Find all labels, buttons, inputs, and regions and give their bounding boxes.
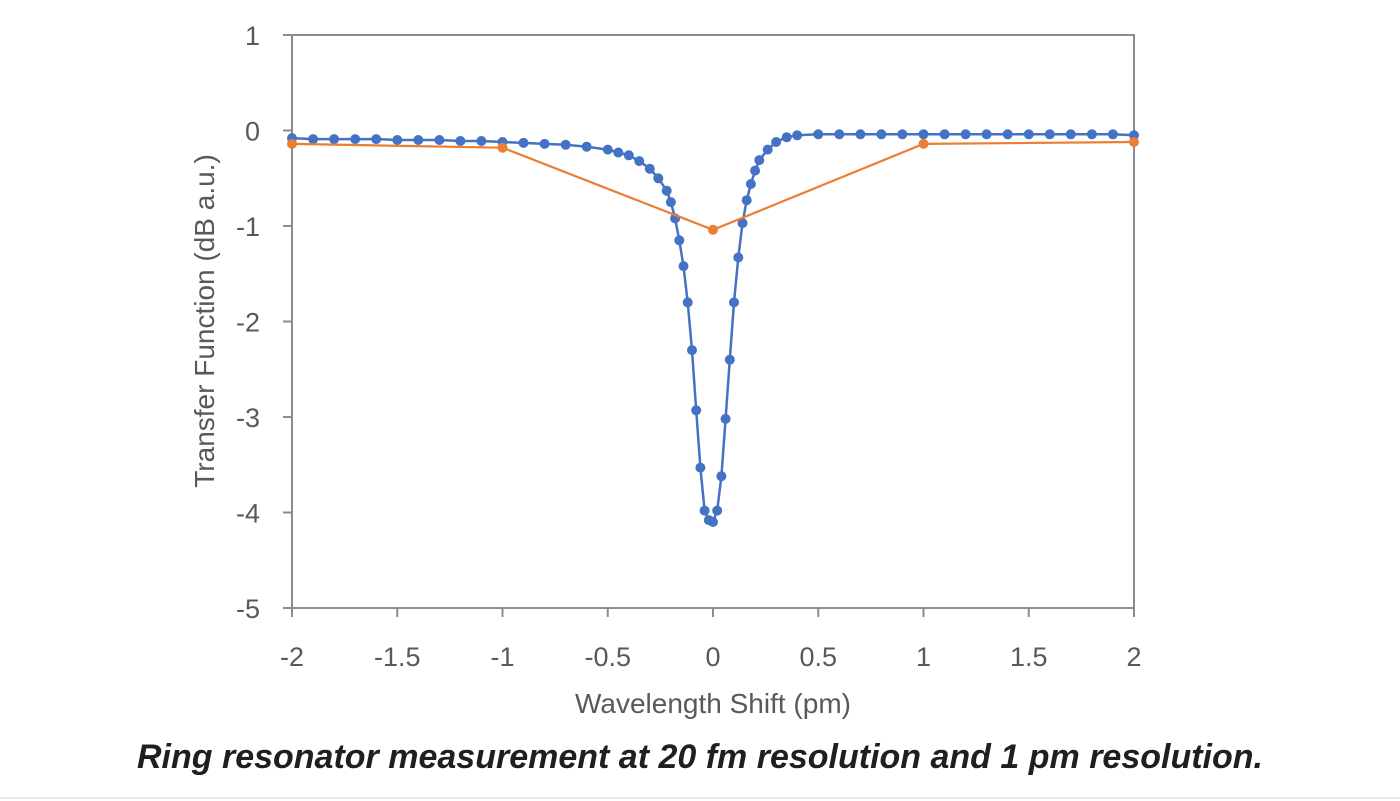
series-20fm-point xyxy=(623,150,634,161)
series-20fm-point xyxy=(350,134,361,145)
series-20fm-point xyxy=(1044,129,1055,140)
series-20fm-point xyxy=(981,129,992,140)
bottom-divider xyxy=(0,797,1400,799)
series-20fm-point xyxy=(682,297,693,308)
x-tick-label: -2 xyxy=(280,642,304,672)
series-20fm-point xyxy=(691,405,702,416)
series-20fm-point xyxy=(434,135,445,145)
y-tick-label: -3 xyxy=(236,403,260,433)
series-20fm-point xyxy=(371,134,382,145)
series-20fm-point xyxy=(560,139,571,150)
series-20fm-point xyxy=(308,134,319,145)
series-20fm-point xyxy=(750,165,761,176)
series-20fm-point xyxy=(1107,129,1118,140)
series-20fm-point xyxy=(699,505,710,516)
series-20fm-point xyxy=(834,129,845,140)
x-tick-label: 0 xyxy=(705,642,720,672)
series-20fm-point xyxy=(771,137,782,147)
y-axis-ticks: 1 0 -1 -2 -3 -4 -5 xyxy=(236,21,292,624)
series-20fm-point xyxy=(876,129,887,140)
y-axis-title: Transfer Function (dB a.u.) xyxy=(189,154,220,488)
series-20fm-point xyxy=(329,134,340,145)
series-20fm-point xyxy=(716,471,727,482)
y-tick-label: -4 xyxy=(236,499,260,529)
x-tick-label: 1 xyxy=(916,642,931,672)
series-20fm-point xyxy=(737,218,748,229)
series-20fm-point xyxy=(762,144,773,155)
series-20fm-point xyxy=(781,132,792,143)
series-20fm-point xyxy=(392,135,403,145)
series-20fm-point xyxy=(518,137,529,148)
y-tick-label: -2 xyxy=(236,308,260,338)
x-tick-label: -1 xyxy=(490,642,514,672)
series-20fm-point xyxy=(661,185,672,196)
series-20fm-point xyxy=(724,354,735,365)
series-20fm-point xyxy=(539,138,550,149)
series-1pm-point xyxy=(497,142,508,153)
x-tick-label: 0.5 xyxy=(799,642,837,672)
ring-resonator-chart: 1 0 -1 -2 -3 -4 -5 -2 -1.5 -1 -0.5 0 0.5 1 1.5 2 Wavel… xyxy=(189,21,1142,719)
series-20fm-point xyxy=(581,141,592,152)
series-20fm-point xyxy=(665,197,676,208)
series-20fm-point xyxy=(1002,129,1013,140)
series-20fm-point xyxy=(413,135,424,145)
series-20fm-point xyxy=(708,517,718,527)
series-20fm-point xyxy=(687,345,697,356)
figure-caption: Ring resonator measurement at 20 fm reso… xyxy=(136,738,1263,776)
series-20fm-point xyxy=(476,136,487,146)
series-20fm-point xyxy=(741,195,752,206)
y-tick-label: -1 xyxy=(236,212,260,242)
x-axis-title: Wavelength Shift (pm) xyxy=(575,688,851,719)
series-20fm-point xyxy=(897,129,908,140)
series-20fm-point xyxy=(1086,129,1097,140)
series-1pm-point xyxy=(918,138,929,149)
series-1pm-point xyxy=(1129,137,1139,147)
series-20fm-point xyxy=(1023,129,1034,140)
x-axis-ticks: -2 -1.5 -1 -0.5 0 0.5 1 1.5 2 xyxy=(280,608,1142,672)
series-20fm-point xyxy=(855,129,866,140)
y-tick-label: 0 xyxy=(245,117,260,147)
series-20fm-point xyxy=(455,136,466,146)
series-20fm-point xyxy=(745,179,756,189)
series-20fm-point xyxy=(602,144,613,155)
series-20fm-point xyxy=(678,261,689,272)
series-20fm-point xyxy=(918,129,929,140)
series-1pm-point xyxy=(708,224,718,235)
series-20fm-point xyxy=(729,297,739,308)
series-20fm-point xyxy=(939,129,950,140)
series-20fm-point xyxy=(634,156,645,167)
series-layer xyxy=(287,129,1139,527)
series-20fm-point xyxy=(813,129,824,140)
series-20fm-point xyxy=(674,235,685,246)
series-20fm-point xyxy=(1065,129,1076,140)
x-tick-label: -0.5 xyxy=(584,642,631,672)
series-20fm-point xyxy=(754,155,765,166)
x-tick-label: -1.5 xyxy=(374,642,421,672)
series-20fm-point xyxy=(613,147,624,158)
series-20fm-point xyxy=(653,173,664,184)
y-tick-label: 1 xyxy=(245,21,260,51)
y-tick-label: -5 xyxy=(236,594,260,624)
series-20fm-point xyxy=(712,505,723,516)
series-20fm-point xyxy=(733,252,744,263)
series-1pm-point xyxy=(287,138,297,149)
x-tick-label: 1.5 xyxy=(1010,642,1048,672)
x-tick-label: 2 xyxy=(1126,642,1141,672)
series-20fm-point xyxy=(960,129,971,140)
series-20fm-point xyxy=(644,163,655,174)
series-20fm-point xyxy=(720,413,731,424)
series-20fm-point xyxy=(695,462,706,473)
series-20fm-point xyxy=(792,130,803,141)
